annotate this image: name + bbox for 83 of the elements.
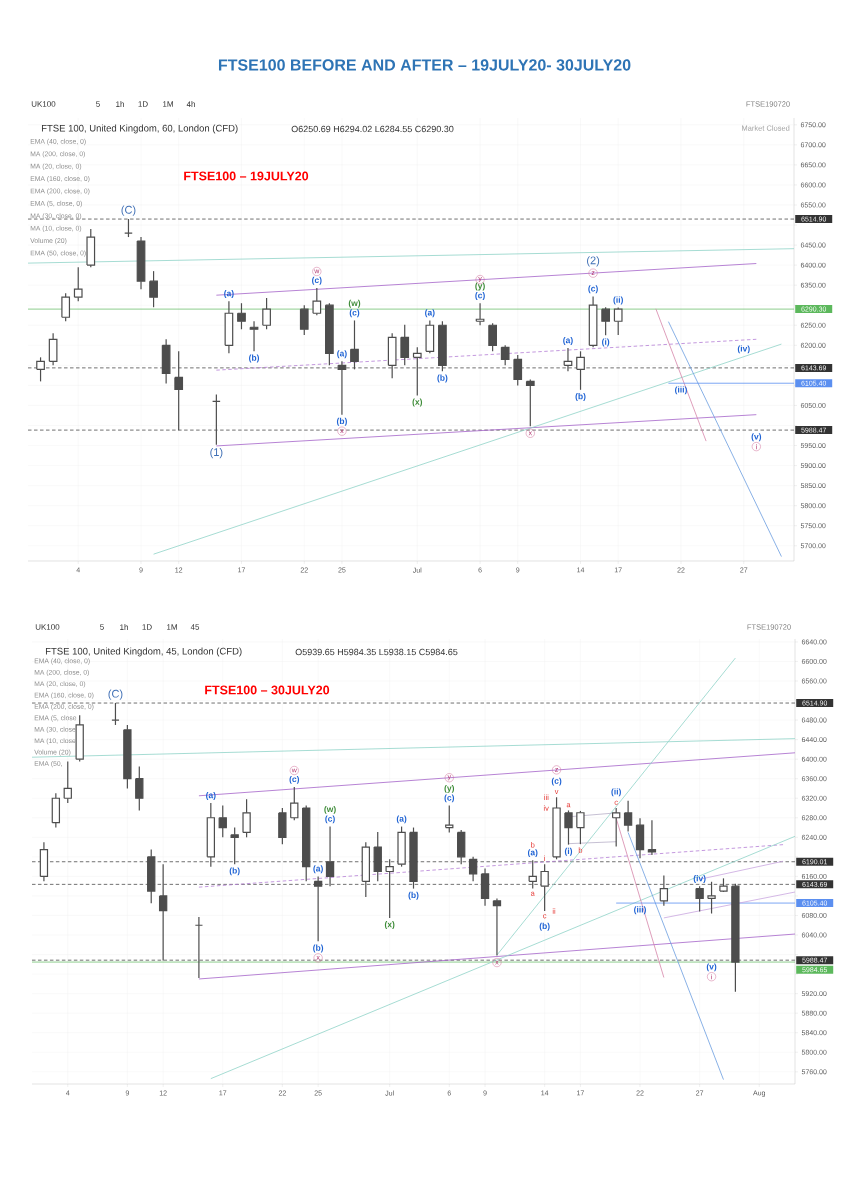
annotation: (i) <box>602 338 610 347</box>
annotation: (c) <box>475 292 485 301</box>
annotation: (b) <box>229 867 240 876</box>
annotation: (x) <box>384 921 395 930</box>
annotation: (a) <box>563 336 573 345</box>
candlestick <box>659 874 669 907</box>
annotation: (v) <box>706 963 717 972</box>
text: 5 <box>100 624 104 630</box>
annotation: (a) <box>224 290 234 298</box>
annotation: (b) <box>437 374 448 383</box>
candlestick <box>337 360 347 416</box>
candlestick <box>480 867 490 907</box>
candlestick <box>174 350 184 431</box>
annotation: (c) <box>312 276 322 285</box>
annotation: (iv) <box>693 875 706 883</box>
candlestick <box>313 875 323 942</box>
annotation: (a) <box>396 815 407 824</box>
annotation: O6250.69 H6294.02 L6284.55 C6290.30 <box>291 125 454 133</box>
annotation: (b) <box>336 417 347 426</box>
annotation: (1) <box>210 447 223 459</box>
annotation: (b) <box>408 891 419 900</box>
candlestick <box>623 800 633 833</box>
annotation: (c) <box>444 794 455 803</box>
text: FTSE100 – 30JULY20 <box>205 685 330 695</box>
annotation: (c) <box>289 775 300 784</box>
annotation: (b) <box>575 393 586 401</box>
annotation: (w) <box>348 299 361 308</box>
annotation: (iii) <box>675 386 687 395</box>
candlestick <box>136 236 146 290</box>
annotation: (2) <box>587 256 600 267</box>
text: 1h <box>120 624 128 630</box>
candlestick <box>635 817 645 859</box>
annotation: (a) <box>527 849 538 858</box>
text: UK100 <box>31 101 56 107</box>
candlestick <box>161 338 171 384</box>
candlestick <box>525 378 535 427</box>
annotation: (C) <box>108 689 123 700</box>
text: 1M <box>167 624 177 630</box>
text: 5 <box>96 101 100 107</box>
candlestick <box>563 347 573 372</box>
annotation: (y) <box>444 784 455 793</box>
candlestick <box>647 819 657 856</box>
annotation: (ii) <box>613 296 623 305</box>
text: 1h <box>116 101 124 107</box>
candlestick <box>224 300 234 354</box>
text: 1M <box>163 101 173 107</box>
annotation: (c) <box>349 309 360 318</box>
annotation: (a) <box>313 865 323 874</box>
candlestick <box>48 332 58 366</box>
annotation: (iv) <box>737 345 750 354</box>
text: FTSE100 – 19JULY20 <box>184 171 309 181</box>
annotation: (i) <box>564 847 573 856</box>
annotation: (b) <box>313 944 324 953</box>
candlestick <box>492 897 502 957</box>
candlestick <box>325 825 335 887</box>
annotation: (v) <box>751 433 762 442</box>
candlestick <box>588 295 598 348</box>
text: UK100 <box>35 624 60 630</box>
annotation: (x) <box>412 398 423 407</box>
text: 1D <box>142 624 152 630</box>
annotation: (c) <box>325 815 335 824</box>
annotation: (ii) <box>611 788 621 797</box>
annotation: (iii) <box>634 906 646 915</box>
chart-title: FTSE100 BEFORE AND AFTER – 19JULY20- 30JULY20 <box>218 59 631 71</box>
text: 1D <box>138 101 148 107</box>
candlestick <box>158 863 168 962</box>
text: 4h <box>186 101 195 107</box>
text: 45 <box>190 624 200 630</box>
annotation: (c) <box>551 777 562 786</box>
candlestick <box>39 841 49 882</box>
candlestick <box>468 856 478 882</box>
annotation: (w) <box>324 805 336 814</box>
annotation: O5939.65 H5984.35 L5938.15 C5984.65 <box>295 648 458 656</box>
annotation: (a) <box>425 309 435 318</box>
annotation: (c) <box>588 285 598 294</box>
annotation: FTSE 100, United Kingdom, 45, London (CFD) <box>45 647 242 657</box>
annotation: (b) <box>539 922 550 931</box>
annotation: FTSE 100, United Kingdom, 60, London (CFD) <box>41 124 238 134</box>
annotation: (y) <box>475 282 485 291</box>
annotation: (a) <box>337 350 347 359</box>
annotation: (a) <box>206 792 216 800</box>
annotation: (C) <box>121 205 136 216</box>
annotation: (b) <box>249 354 260 363</box>
